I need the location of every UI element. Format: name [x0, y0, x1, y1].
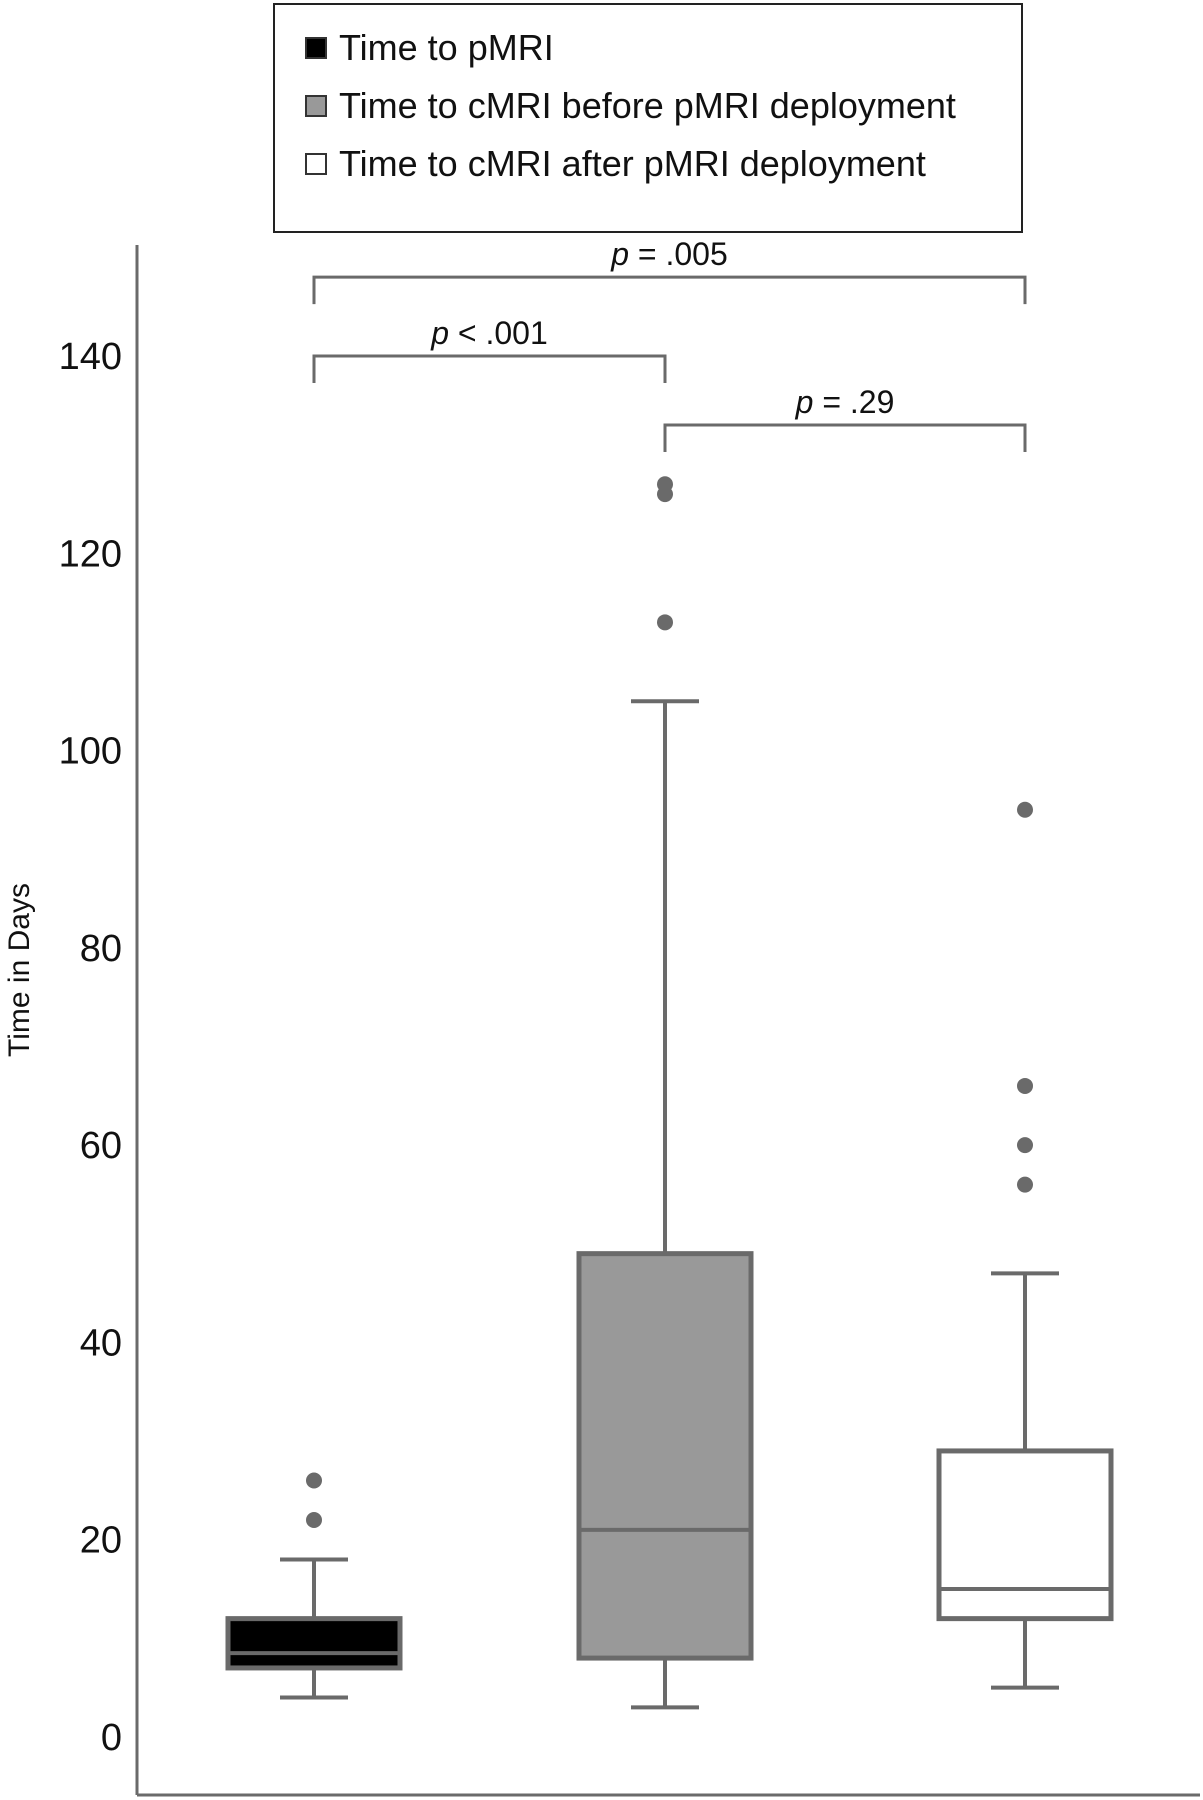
significance-bracket-2 — [663, 423, 1027, 453]
significance-bracket-1 — [312, 354, 667, 383]
legend-swatch-pmri — [305, 37, 327, 59]
outlier-point-cmri-after — [1017, 1176, 1033, 1193]
legend-swatch-cmri-before — [305, 95, 327, 117]
legend-label-pmri: Time to pMRI — [339, 27, 554, 68]
p-value-label-2: p = .29 — [795, 384, 895, 420]
legend-swatch-cmri-after — [305, 153, 327, 175]
legend-item-pmri: Time to pMRI — [305, 27, 554, 69]
outlier-point-cmri-before — [657, 476, 673, 493]
outlier-point-pmri — [306, 1472, 322, 1489]
p-value-label-1: p < .001 — [430, 315, 548, 351]
legend-item-cmri-before: Time to cMRI before pMRI deployment — [305, 85, 956, 127]
legend: Time to pMRI Time to cMRI before pMRI de… — [273, 3, 1023, 233]
outlier-point-cmri-after — [1017, 801, 1033, 818]
significance-bracket-0 — [312, 275, 1027, 305]
legend-item-cmri-after: Time to cMRI after pMRI deployment — [305, 143, 926, 185]
outlier-point-pmri — [306, 1511, 322, 1528]
y-tick-label: 80 — [80, 928, 122, 970]
box-cmri-before — [576, 1251, 754, 1661]
legend-label-cmri-before: Time to cMRI before pMRI deployment — [339, 85, 956, 126]
y-tick-label: 60 — [80, 1125, 122, 1167]
box-cmri-after — [936, 1448, 1114, 1622]
y-tick-label: 20 — [80, 1520, 122, 1562]
outlier-point-cmri-before — [657, 614, 673, 631]
y-tick-label: 0 — [101, 1717, 122, 1759]
p-value-label-0: p = .005 — [610, 236, 728, 272]
box-pmri — [225, 1616, 403, 1671]
outlier-point-cmri-after — [1017, 1137, 1033, 1154]
y-tick-label: 100 — [59, 731, 122, 773]
y-tick-label: 120 — [59, 533, 122, 575]
y-tick-label: 40 — [80, 1322, 122, 1364]
y-tick-label: 140 — [59, 336, 122, 378]
outlier-point-cmri-after — [1017, 1077, 1033, 1094]
legend-label-cmri-after: Time to cMRI after pMRI deployment — [339, 143, 926, 184]
